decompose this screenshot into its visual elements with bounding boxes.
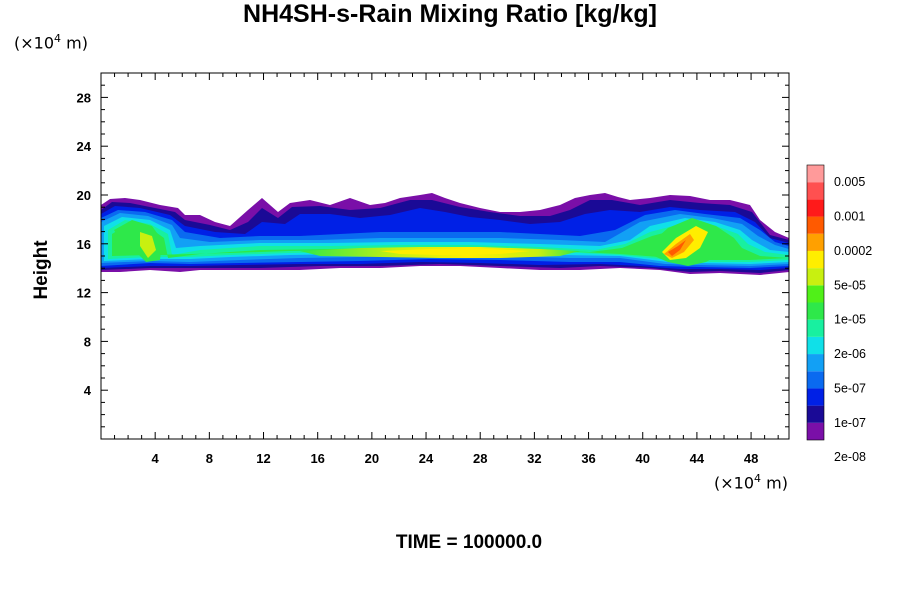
y-tick-label: 20 (77, 188, 91, 203)
y-tick-label: 28 (77, 90, 91, 105)
colorbar-swatch (807, 199, 824, 217)
chart-title: NH4SH-s-Rain Mixing Ratio [kg/kg] (243, 0, 657, 28)
x-unit-prefix: (×10 (714, 473, 755, 493)
colorbar-swatch (807, 182, 824, 200)
x-tick-label: 8 (206, 451, 213, 466)
colorbar-swatch (807, 268, 824, 286)
x-unit-exponent: 4 (754, 472, 762, 485)
colorbar-label: 1e-07 (834, 416, 866, 430)
y-tick-label: 4 (84, 383, 92, 398)
colorbar-swatch (807, 165, 824, 183)
colorbar-label: 5e-05 (834, 278, 866, 292)
colorbar-label: 1e-05 (834, 313, 866, 327)
x-axis-ticks: 4 8 12 16 20 24 28 32 36 40 44 48 (114, 73, 779, 466)
colorbar-label: 0.0002 (834, 244, 872, 258)
colorbar-swatch (807, 405, 824, 423)
time-label: TIME = 100000.0 (395, 532, 543, 553)
colorbar-label: 5e-07 (834, 381, 866, 395)
y-unit-prefix: (×10 (14, 33, 55, 53)
colorbar-label: 0.001 (834, 210, 865, 224)
right-cell-red (668, 240, 686, 256)
x-axis-unit: (×104 m) (714, 472, 788, 492)
y-tick-label: 16 (77, 237, 91, 252)
colorbar-label: 2e-08 (834, 450, 866, 464)
x-tick-label: 28 (473, 451, 487, 466)
y-tick-label: 8 (84, 334, 91, 349)
core-yellow (380, 249, 530, 255)
colorbar-swatch (807, 302, 824, 320)
colorbar-swatch (807, 388, 824, 406)
colorbar-swatch (807, 233, 824, 251)
x-tick-label: 48 (744, 451, 758, 466)
x-tick-label: 44 (690, 451, 705, 466)
colorbar-swatch (807, 336, 824, 355)
colorbar-label: 0.005 (834, 175, 865, 189)
x-tick-label: 4 (152, 451, 160, 466)
colorbar-swatch (807, 422, 824, 440)
colorbar-swatch (807, 319, 824, 337)
y-unit-suffix: m) (61, 33, 88, 53)
y-axis-ticks: 4 8 12 16 20 24 28 (77, 84, 789, 428)
colorbar-label: 2e-06 (834, 347, 866, 361)
y-unit-exponent: 4 (54, 32, 62, 45)
y-tick-label: 12 (77, 286, 91, 301)
contour-field (101, 193, 789, 275)
x-tick-label: 20 (365, 451, 379, 466)
x-tick-label: 40 (635, 451, 649, 466)
contour-level-0.001 (112, 224, 789, 260)
x-tick-label: 24 (419, 451, 434, 466)
colorbar-frame (806, 164, 825, 441)
colorbar-swatch (807, 371, 824, 389)
x-tick-label: 12 (256, 451, 270, 466)
y-axis-unit: (×104 m) (14, 32, 88, 52)
colorbar: 0.005 0.001 0.0002 5e-05 1e-05 2e-06 5e-07 1e-0… (806, 164, 872, 464)
x-tick-label: 16 (310, 451, 324, 466)
colorbar-swatch (807, 250, 824, 269)
x-unit-suffix: m) (761, 473, 788, 493)
colorbar-swatch (807, 354, 824, 372)
x-tick-label: 36 (581, 451, 595, 466)
x-tick-label: 32 (527, 451, 541, 466)
colorbar-swatch (807, 285, 824, 303)
left-cell-yellow (140, 232, 156, 258)
y-tick-label: 24 (77, 139, 92, 154)
colorbar-swatch (807, 216, 824, 234)
